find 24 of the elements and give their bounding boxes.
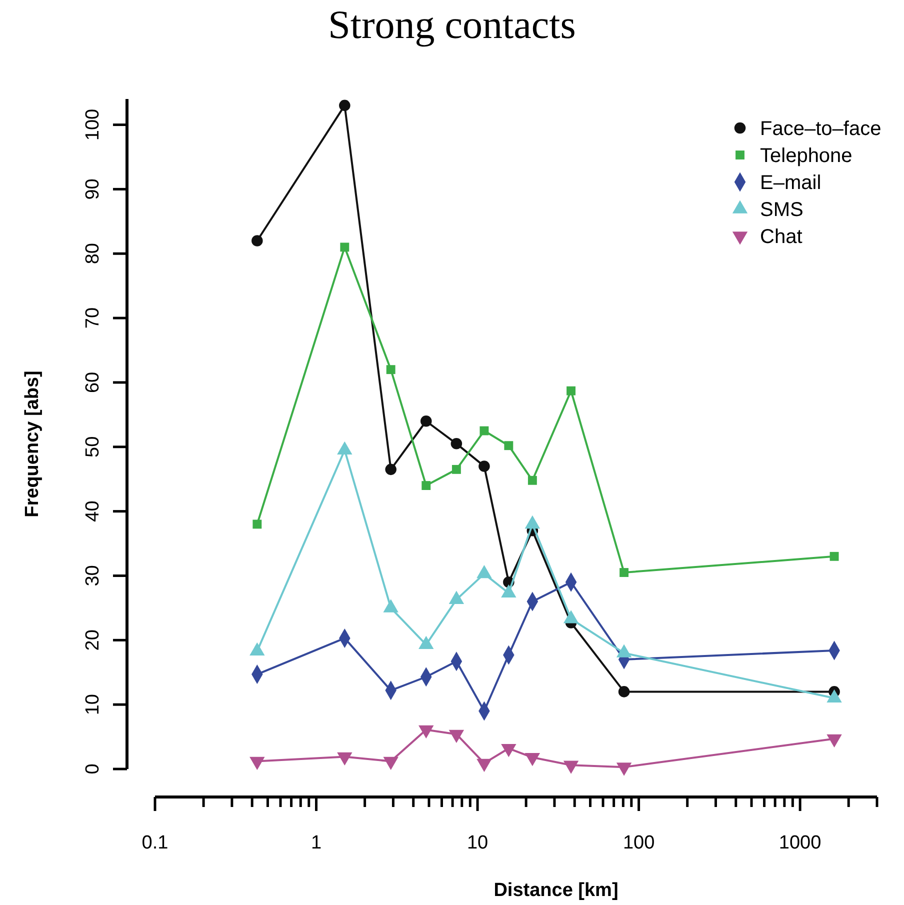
x-tick-label: 10 [466, 832, 488, 854]
x-tick-label: 0.1 [142, 832, 168, 854]
y-tick-label: 40 [82, 500, 104, 522]
y-tick-label: 50 [82, 436, 104, 458]
x-axis-title: Distance [km] [494, 880, 618, 901]
x-tick-label: 100 [622, 832, 655, 854]
y-tick-label: 100 [82, 108, 104, 141]
y-tick-label: 80 [82, 243, 104, 264]
legend-label: Chat [760, 226, 803, 248]
y-tick-label: 90 [82, 178, 104, 200]
x-tick-label: 1 [310, 832, 322, 854]
legend-label: Telephone [760, 145, 852, 167]
legend-label: E–mail [760, 172, 822, 194]
y-tick-label: 10 [82, 694, 104, 716]
y-tick-label: 0 [82, 764, 104, 774]
y-tick-label: 60 [82, 372, 104, 394]
chart-title: Strong contacts [328, 2, 576, 47]
x-tick-label: 1000 [778, 832, 822, 854]
y-tick-label: 70 [82, 307, 104, 329]
legend-label: SMS [760, 199, 804, 221]
legend-label: Face–to–face [760, 118, 882, 140]
y-tick-label: 20 [82, 630, 104, 651]
y-tick-label: 30 [82, 565, 104, 586]
y-axis-title: Frequency [abs] [22, 370, 43, 518]
